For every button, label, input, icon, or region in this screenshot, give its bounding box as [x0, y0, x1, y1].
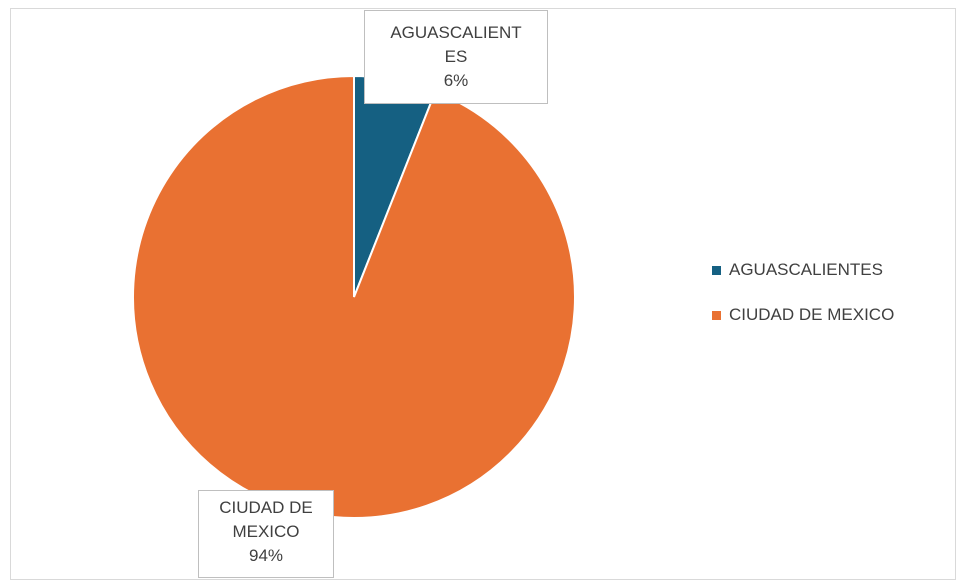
legend: AGUASCALIENTES CIUDAD DE MEXICO	[712, 258, 894, 348]
legend-label: CIUDAD DE MEXICO	[729, 305, 895, 324]
legend-item-aguascalientes: AGUASCALIENTES	[712, 258, 894, 282]
pie-slice-ciudad-de-mexico	[132, 74, 576, 519]
data-label-ciudad-de-mexico: CIUDAD DE MEXICO 94%	[198, 490, 334, 578]
data-label-aguascalientes: AGUASCALIENT ES 6%	[364, 10, 548, 104]
legend-label: AGUASCALIENTES	[729, 260, 883, 279]
legend-item-ciudad-de-mexico: CIUDAD DE MEXICO	[712, 303, 894, 327]
legend-swatch	[712, 265, 721, 275]
legend-swatch	[712, 310, 721, 320]
